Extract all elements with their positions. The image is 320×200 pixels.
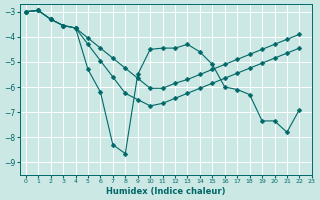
X-axis label: Humidex (Indice chaleur): Humidex (Indice chaleur)	[106, 187, 226, 196]
